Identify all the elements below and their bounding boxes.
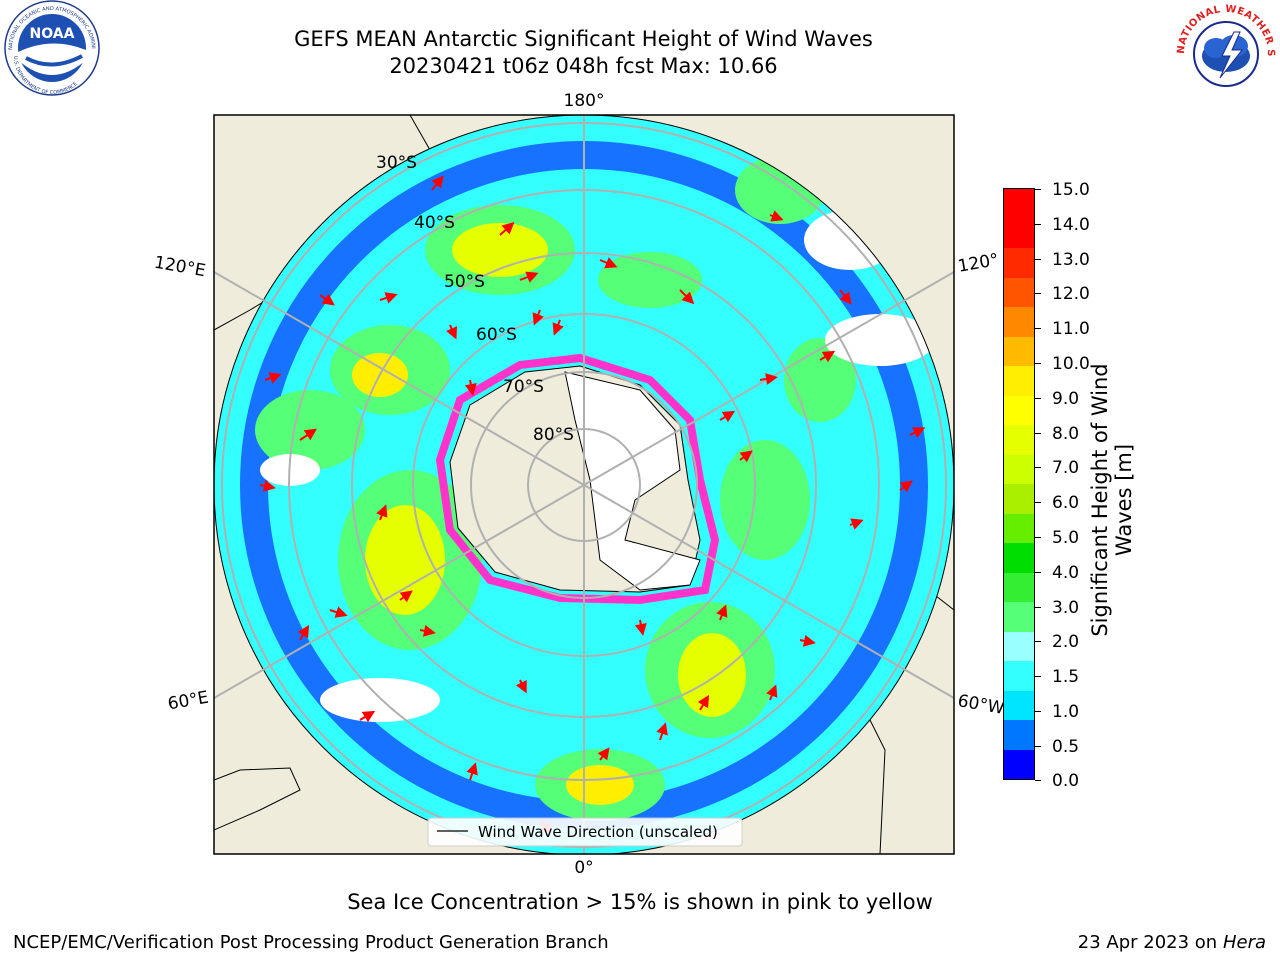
lat-label-40s: 40°S (414, 213, 455, 233)
cb-tick (1035, 259, 1041, 260)
cb-tick (1035, 502, 1041, 503)
lat-label-30s: 30°S (376, 153, 417, 173)
cb-tick-label: 6.0 (1052, 493, 1080, 513)
cb-tick (1035, 676, 1041, 677)
map-frame (213, 114, 955, 855)
cb-tick (1035, 746, 1041, 747)
noaa-logo-text: NOAA (30, 26, 75, 42)
cb-seg (1004, 513, 1034, 543)
footer-producer: NCEP/EMC/Verification Post Processing Pr… (13, 932, 609, 953)
cb-tick (1035, 189, 1041, 190)
cb-seg (1004, 690, 1034, 720)
cb-seg (1004, 247, 1034, 278)
cb-seg (1004, 365, 1034, 396)
cb-seg (1004, 631, 1034, 661)
cb-seg (1004, 749, 1034, 779)
lon-label-120e: 120°E (153, 253, 207, 282)
cb-seg (1004, 336, 1034, 366)
lat-label-50s: 50°S (444, 272, 485, 292)
lon-label-120w: 120° (956, 250, 1000, 277)
cb-tick-label: 15.0 (1052, 180, 1090, 200)
cb-seg (1004, 306, 1034, 337)
chart-subtitle: 20230421 t06z 048h fcst Max: 10.66 (389, 54, 778, 78)
cb-seg (1004, 601, 1034, 632)
cb-tick-label: 4.0 (1052, 563, 1080, 583)
coastline-africa (214, 767, 301, 831)
cb-tick (1035, 607, 1041, 608)
cb-tick (1035, 398, 1041, 399)
cb-tick-label: 2.0 (1052, 632, 1080, 652)
cb-tick-label: 14.0 (1052, 215, 1090, 235)
lat-label-70s: 70°S (503, 377, 544, 397)
cb-tick-label: 12.0 (1052, 284, 1090, 304)
cb-tick-label: 10.0 (1052, 354, 1090, 374)
cb-seg (1004, 424, 1034, 455)
cb-tick-label: 8.0 (1052, 424, 1080, 444)
colorbar (1003, 188, 1035, 780)
nws-logo: NATIONAL WEATHER SERVICE (1176, 4, 1276, 100)
lon-label-60w: 60°W (956, 691, 1006, 719)
cb-tick-label: 3.0 (1052, 598, 1080, 618)
cb-seg (1004, 719, 1034, 750)
cb-tick-label: 11.0 (1052, 319, 1090, 339)
cb-tick (1035, 433, 1041, 434)
cb-tick (1035, 293, 1041, 294)
cb-seg (1004, 189, 1034, 248)
cb-tick-label: 7.0 (1052, 458, 1080, 478)
map-legend: Wind Wave Direction (unscaled) (427, 817, 743, 847)
cb-seg (1004, 483, 1034, 514)
cb-tick (1035, 328, 1041, 329)
lon-label-0: 0° (574, 858, 593, 878)
noaa-logo: NOAA NATIONAL OCEANIC AND ATMOSPHERIC AD… (2, 0, 100, 96)
cb-seg (1004, 542, 1034, 573)
cb-tick-label: 9.0 (1052, 389, 1080, 409)
chart-title: GEFS MEAN Antarctic Significant Height o… (294, 27, 873, 51)
cb-tick (1035, 467, 1041, 468)
cb-tick-label: 1.0 (1052, 702, 1080, 722)
cb-tick (1035, 711, 1041, 712)
cb-tick-label: 13.0 (1052, 250, 1090, 270)
cb-seg (1004, 277, 1034, 307)
cb-tick-label: 1.5 (1052, 667, 1080, 687)
footer-date: 23 Apr 2023 on Hera (1077, 932, 1266, 953)
cb-tick (1035, 224, 1041, 225)
lon-label-180: 180° (564, 91, 605, 111)
cb-tick (1035, 537, 1041, 538)
cb-tick (1035, 572, 1041, 573)
sea-ice-caption: Sea Ice Concentration > 15% is shown in … (347, 890, 933, 914)
cb-seg (1004, 454, 1034, 484)
lat-label-60s: 60°S (476, 325, 517, 345)
cb-tick-label: 5.0 (1052, 528, 1080, 548)
cb-tick-label: 0.0 (1052, 771, 1080, 791)
lon-label-60e: 60°E (166, 688, 210, 715)
cb-tick (1035, 363, 1041, 364)
cb-seg (1004, 660, 1034, 691)
cb-seg (1004, 572, 1034, 602)
cb-seg (1004, 395, 1034, 425)
cb-tick (1035, 641, 1041, 642)
lat-label-80s: 80°S (533, 425, 574, 445)
graticule (214, 115, 954, 854)
legend-label: Wind Wave Direction (unscaled) (478, 823, 718, 841)
cb-tick-label: 0.5 (1052, 737, 1080, 757)
footer-host: Hera (1222, 932, 1266, 953)
cb-tick (1035, 780, 1041, 781)
